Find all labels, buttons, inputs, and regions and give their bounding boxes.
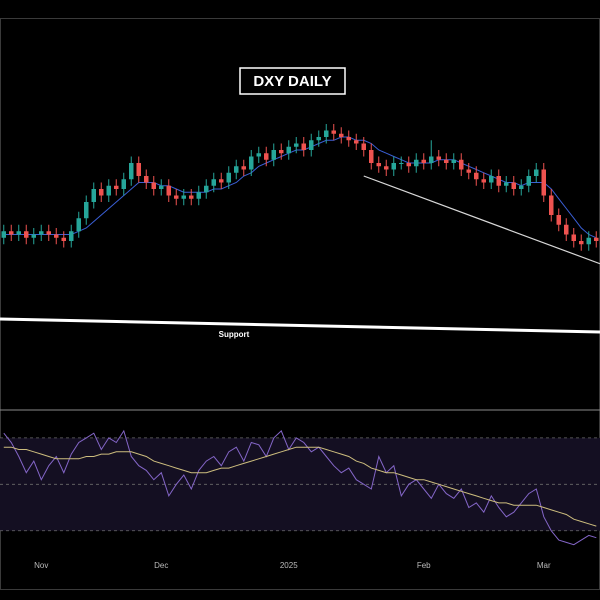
candle-body <box>406 163 411 167</box>
candle-body <box>106 185 111 196</box>
candle-body <box>294 143 299 147</box>
candle-body <box>421 159 426 163</box>
trend-line <box>363 175 600 265</box>
chart-title: DXY DAILY <box>253 73 331 90</box>
series-line <box>3 429 597 546</box>
candle-body <box>61 237 66 241</box>
candle-body <box>429 156 434 163</box>
candle-body <box>534 169 539 176</box>
moving-average-line <box>3 136 597 239</box>
candle-body <box>339 133 344 137</box>
candle-body <box>286 146 291 154</box>
candle-body <box>549 195 554 215</box>
title-box <box>239 67 346 95</box>
candle-body <box>219 179 224 183</box>
candle-body <box>84 202 89 219</box>
candle-body <box>196 192 201 199</box>
candle-body <box>586 237 591 245</box>
candle-body <box>399 163 404 164</box>
candle-body <box>54 234 59 238</box>
x-tick-label: Feb <box>417 561 431 570</box>
candle-body <box>271 150 276 160</box>
candle-body <box>384 166 389 170</box>
candle-body <box>496 176 501 186</box>
candle-body <box>309 140 314 150</box>
candle-body <box>556 215 561 225</box>
candle-body <box>174 195 179 199</box>
candle-body <box>579 241 584 245</box>
candle-body <box>571 234 576 241</box>
candle-body <box>76 218 81 232</box>
candle-body <box>166 185 171 196</box>
trend-line <box>0 317 600 334</box>
candle-body <box>91 189 96 202</box>
candle-body <box>24 231 29 238</box>
candle-body <box>121 179 126 189</box>
candle-body <box>249 156 254 170</box>
candle-body <box>279 150 284 154</box>
candle-body <box>256 153 261 157</box>
candle-body <box>16 231 21 235</box>
candle-body <box>129 163 134 180</box>
candle-body <box>511 182 516 189</box>
candle-body <box>46 231 51 235</box>
candle-body <box>466 169 471 173</box>
candle-body <box>316 137 321 141</box>
candle-body <box>331 130 336 134</box>
candle-body <box>114 185 119 189</box>
candle-body <box>324 130 329 137</box>
line-label: Support <box>219 330 250 339</box>
x-tick-label: Mar <box>537 561 551 570</box>
candle-body <box>361 143 366 150</box>
candle-body <box>594 237 599 241</box>
candle-body <box>211 179 216 186</box>
candle-body <box>346 137 351 141</box>
x-tick-label: Dec <box>154 561 168 570</box>
candle-body <box>564 224 569 235</box>
candle-body <box>436 156 441 160</box>
candle-body <box>181 195 186 199</box>
candle-body <box>391 163 396 170</box>
candle-body <box>226 172 231 183</box>
candle-body <box>481 179 486 183</box>
candle-body <box>369 150 374 163</box>
candle-body <box>414 159 419 167</box>
candle-body <box>99 189 104 196</box>
candle-body <box>489 176 494 183</box>
candle-body <box>451 159 456 163</box>
candle-body <box>39 231 44 235</box>
candle-body <box>376 163 381 167</box>
series-line <box>3 446 597 527</box>
candle-body <box>69 231 74 241</box>
candle-body <box>31 234 36 238</box>
candle-body <box>159 185 164 189</box>
candle-body <box>151 182 156 189</box>
candle-body <box>526 176 531 186</box>
x-tick-label: 2025 <box>280 561 298 570</box>
candle-body <box>264 153 269 160</box>
candle-body <box>1 231 6 238</box>
candle-body <box>541 169 546 196</box>
candle-body <box>189 195 194 199</box>
candle-body <box>144 176 149 183</box>
candle-body <box>519 185 524 189</box>
candle-body <box>241 166 246 170</box>
candle-body <box>459 159 464 170</box>
candle-body <box>301 143 306 150</box>
x-tick-label: Nov <box>34 561 48 570</box>
candle-body <box>354 140 359 144</box>
candle-body <box>9 231 14 235</box>
candle-body <box>234 166 239 173</box>
candle-body <box>474 172 479 180</box>
candle-body <box>444 159 449 163</box>
candle-body <box>504 182 509 186</box>
candle-body <box>136 163 141 176</box>
candle-body <box>204 185 209 193</box>
